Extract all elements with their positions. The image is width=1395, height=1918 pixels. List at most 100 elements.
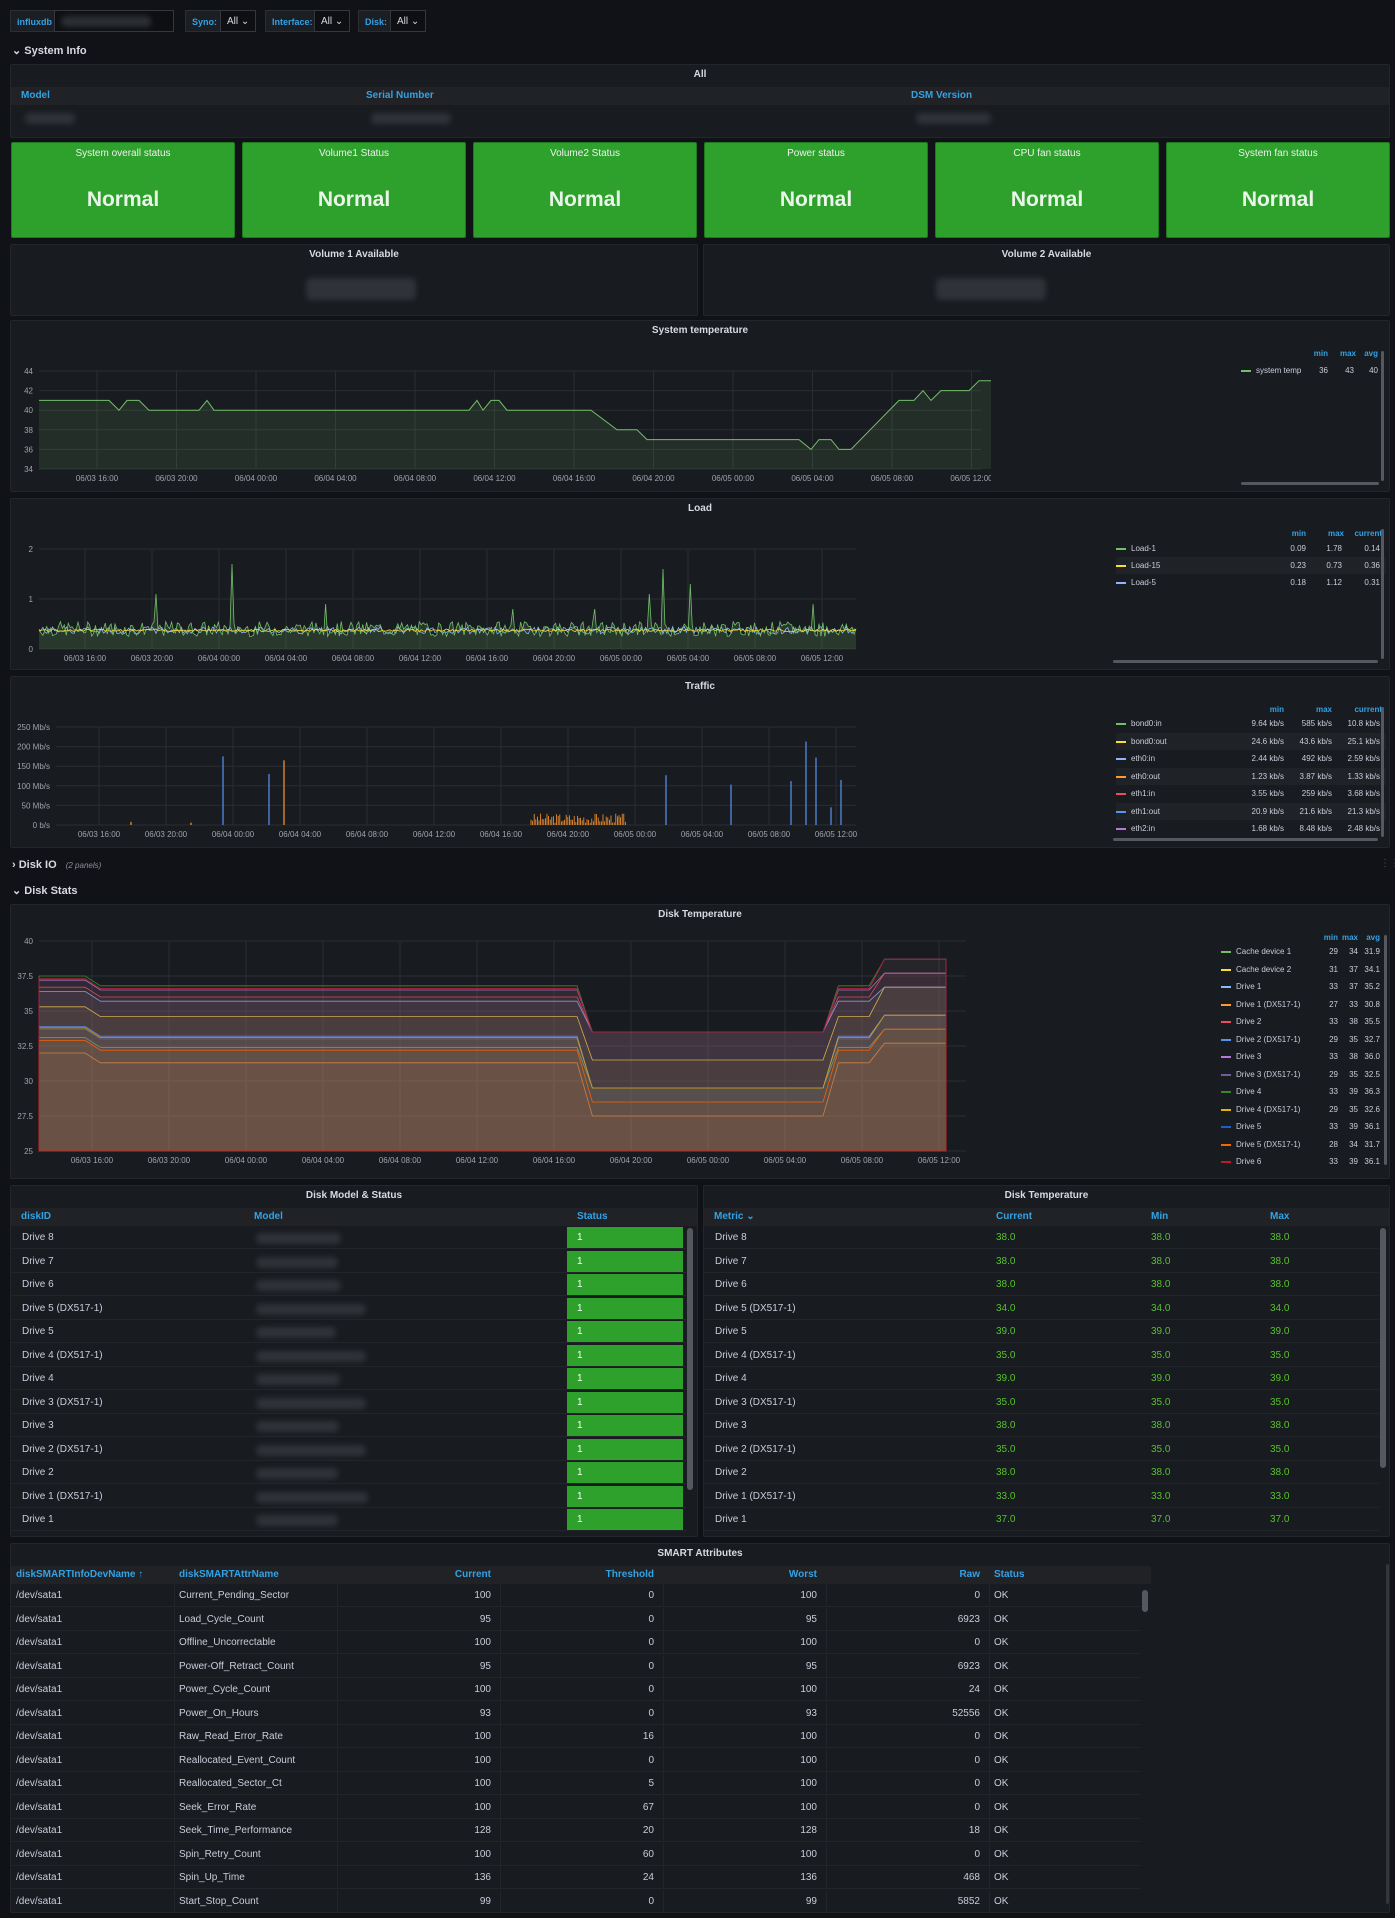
table-row[interactable]: /dev/sata1 Power-Off_Retract_Count 95 0 95 69… xyxy=(11,1654,1141,1678)
legend-item-disk[interactable]: Drive 5 33 39 36.1 xyxy=(1221,1118,1386,1135)
legend-item-eth0-in[interactable]: eth0:in 2.44 kb/s 492 kb/s 2.59 kb/s xyxy=(1116,750,1386,767)
table-row[interactable]: Drive 5 (DX517-1) 34.0 34.0 34.0 xyxy=(704,1297,1379,1320)
table-row[interactable]: Drive 8 38.0 38.0 38.0 xyxy=(704,1226,1379,1249)
table-row[interactable]: Drive 7 1 xyxy=(11,1250,686,1273)
column-header-attrname[interactable]: diskSMARTAttrName xyxy=(179,1569,279,1580)
column-header-threshold[interactable]: Threshold xyxy=(605,1569,654,1580)
column-header-metric[interactable]: Metric ⌄ xyxy=(714,1211,755,1222)
table-row[interactable]: Drive 1 (DX517-1) 1 xyxy=(11,1485,686,1508)
legend-item-eth1-out[interactable]: eth1:out 20.9 kb/s 21.6 kb/s 21.3 kb/s xyxy=(1116,802,1386,820)
column-header-model[interactable]: Model xyxy=(254,1211,283,1222)
table-row[interactable]: Drive 7 38.0 38.0 38.0 xyxy=(704,1250,1379,1273)
legend-hscrollbar[interactable] xyxy=(1113,838,1378,841)
table-row[interactable]: /dev/sata1 Reallocated_Sector_Ct 100 5 100 0 O… xyxy=(11,1772,1141,1795)
table-row[interactable]: /dev/sata1 Load_Cycle_Count 95 0 95 6923 OK xyxy=(11,1607,1141,1631)
table-row[interactable]: Drive 2 1 xyxy=(11,1461,686,1484)
syno-select[interactable]: All ⌄ xyxy=(220,10,257,32)
legend-hscrollbar[interactable] xyxy=(1113,660,1378,663)
table-row[interactable]: Drive 5 1 xyxy=(11,1320,686,1343)
interface-select[interactable]: All ⌄ xyxy=(314,10,351,32)
table-row[interactable]: Drive 4 1 xyxy=(11,1367,686,1390)
column-header-devname[interactable]: diskSMARTInfoDevName ↑ xyxy=(16,1569,144,1580)
table-row[interactable]: /dev/sata1 Start_Stop_Count 99 0 99 5852 OK xyxy=(11,1889,1141,1912)
table-row[interactable]: /dev/sata1 Current_Pending_Sector 100 0 100 0… xyxy=(11,1584,1141,1607)
table-row[interactable]: /dev/sata1 Offline_Uncorrectable 100 0 100 0 O… xyxy=(11,1631,1141,1654)
legend-scrollbar[interactable] xyxy=(1381,707,1384,837)
column-header-min[interactable]: Min xyxy=(1151,1211,1169,1222)
column-header-serial[interactable]: Serial Number xyxy=(366,90,434,101)
column-header-raw[interactable]: Raw xyxy=(959,1569,980,1580)
table-row[interactable]: /dev/sata1 Power_On_Hours 93 0 93 52556 OK xyxy=(11,1701,1141,1725)
table-row[interactable]: /dev/sata1 Spin_Up_Time 136 24 136 468 OK xyxy=(11,1866,1141,1889)
table-row[interactable]: /dev/sata1 Spin_Retry_Count 100 60 100 0 OK xyxy=(11,1842,1141,1866)
table-row[interactable]: /dev/sata1 Reallocated_Event_Count 100 0 100… xyxy=(11,1748,1141,1772)
legend-item-disk[interactable]: Drive 6 33 39 36.1 xyxy=(1221,1153,1386,1170)
legend-item-disk[interactable]: Cache device 2 31 37 34.1 xyxy=(1221,961,1386,978)
legend-item-disk[interactable]: Cache device 1 29 34 31.9 xyxy=(1221,943,1386,960)
table-row[interactable]: Drive 2 (DX517-1) 35.0 35.0 35.0 xyxy=(704,1438,1379,1461)
table-row[interactable]: /dev/sata1 Power_Cycle_Count 100 0 100 24 OK xyxy=(11,1678,1141,1701)
column-header-worst[interactable]: Worst xyxy=(788,1569,817,1580)
table-scrollbar[interactable] xyxy=(1380,1228,1386,1468)
legend-item-disk[interactable]: Drive 3 (DX517-1) 29 35 32.5 xyxy=(1221,1066,1386,1083)
table-row[interactable]: Drive 8 1 xyxy=(11,1226,686,1249)
column-header-dsm[interactable]: DSM Version xyxy=(911,90,973,101)
legend-item-disk[interactable]: Drive 5 (DX517-1) 28 34 31.7 xyxy=(1221,1136,1386,1153)
table-row[interactable]: Drive 3 (DX517-1) 35.0 35.0 35.0 xyxy=(704,1391,1379,1414)
legend-item-disk[interactable]: Drive 2 33 38 35.5 xyxy=(1221,1013,1386,1030)
table-scrollbar[interactable] xyxy=(1142,1590,1148,1612)
column-header-current[interactable]: Current xyxy=(454,1569,491,1580)
legend-item-load-1[interactable]: Load-1 0.09 1.78 0.14 xyxy=(1116,540,1386,557)
disk-select[interactable]: All ⌄ xyxy=(390,10,427,32)
legend-scrollbar[interactable] xyxy=(1384,935,1387,1165)
table-scrollbar[interactable] xyxy=(687,1228,693,1490)
legend-hscrollbar[interactable] xyxy=(1241,482,1379,485)
legend-item-bond0-in[interactable]: bond0:in 9.64 kb/s 585 kb/s 10.8 kb/s xyxy=(1116,715,1386,732)
legend-item-eth1-in[interactable]: eth1:in 3.55 kb/s 259 kb/s 3.68 kb/s xyxy=(1116,785,1386,802)
column-header-model[interactable]: Model xyxy=(21,90,50,101)
row-system-info[interactable]: ⌄ System Info xyxy=(12,45,87,57)
column-header-current[interactable]: Current xyxy=(996,1211,1033,1222)
datasource-select[interactable] xyxy=(54,10,174,32)
table-row[interactable]: Drive 4 (DX517-1) 35.0 35.0 35.0 xyxy=(704,1344,1379,1367)
legend-item-disk[interactable]: Drive 1 (DX517-1) 27 33 30.8 xyxy=(1221,996,1386,1013)
panel-scrollbar[interactable] xyxy=(1386,1564,1389,1904)
legend-item-load-15[interactable]: Load-15 0.23 0.73 0.36 xyxy=(1116,557,1386,574)
column-header-status[interactable]: Status xyxy=(577,1211,608,1222)
table-row[interactable]: /dev/sata1 Seek_Error_Rate 100 67 100 0 OK xyxy=(11,1795,1141,1819)
table-row[interactable]: Drive 2 (DX517-1) 1 xyxy=(11,1438,686,1461)
table-row[interactable]: Drive 3 1 xyxy=(11,1414,686,1437)
legend-item-disk[interactable]: Drive 3 33 38 36.0 xyxy=(1221,1048,1386,1065)
legend-item-system-temp[interactable]: system temp 36 43 40 xyxy=(1241,362,1386,379)
column-header-max[interactable]: Max xyxy=(1270,1211,1290,1222)
table-row[interactable]: Drive 5 39.0 39.0 39.0 xyxy=(704,1320,1379,1343)
table-row[interactable]: Drive 5 (DX517-1) 1 xyxy=(11,1297,686,1320)
legend-item-disk[interactable]: Drive 2 (DX517-1) 29 35 32.7 xyxy=(1221,1031,1386,1048)
table-row[interactable]: Drive 6 1 xyxy=(11,1273,686,1296)
table-row[interactable]: Drive 1 (DX517-1) 33.0 33.0 33.0 xyxy=(704,1485,1379,1508)
drag-handle-icon[interactable]: ⋮⋮ xyxy=(1380,858,1395,869)
column-header-status[interactable]: Status xyxy=(994,1569,1025,1580)
legend-item-eth2-in[interactable]: eth2:in 1.68 kb/s 8.48 kb/s 2.48 kb/s xyxy=(1116,820,1386,837)
table-row[interactable]: Drive 6 38.0 38.0 38.0 xyxy=(704,1273,1379,1296)
table-row[interactable]: /dev/sata1 Raw_Read_Error_Rate 100 16 100 0 OK xyxy=(11,1725,1141,1748)
legend-item-disk[interactable]: Drive 1 33 37 35.2 xyxy=(1221,978,1386,995)
row-disk-stats[interactable]: ⌄ Disk Stats xyxy=(12,885,78,897)
row-disk-io[interactable]: › Disk IO (2 panels) xyxy=(12,859,102,871)
legend-scrollbar[interactable] xyxy=(1381,351,1384,481)
legend-item-load-5[interactable]: Load-5 0.18 1.12 0.31 xyxy=(1116,574,1386,591)
legend-item-eth0-out[interactable]: eth0:out 1.23 kb/s 3.87 kb/s 1.33 kb/s xyxy=(1116,767,1386,785)
table-row[interactable]: /dev/sata1 Seek_Time_Performance 128 20 128 1… xyxy=(11,1819,1141,1842)
table-row[interactable]: Drive 2 38.0 38.0 38.0 xyxy=(704,1461,1379,1484)
table-row[interactable]: Drive 1 37.0 37.0 37.0 xyxy=(704,1508,1379,1531)
column-header-diskid[interactable]: diskID xyxy=(21,1211,52,1222)
legend-item-disk[interactable]: Drive 4 (DX517-1) 29 35 32.6 xyxy=(1221,1101,1386,1118)
table-row[interactable]: Drive 1 1 xyxy=(11,1508,686,1531)
legend-item-bond0-out[interactable]: bond0:out 24.6 kb/s 43.6 kb/s 25.1 kb/s xyxy=(1116,732,1386,750)
table-row[interactable]: Drive 4 39.0 39.0 39.0 xyxy=(704,1367,1379,1390)
table-row[interactable]: Drive 4 (DX517-1) 1 xyxy=(11,1344,686,1367)
legend-scrollbar[interactable] xyxy=(1381,529,1384,659)
table-row[interactable]: Drive 3 (DX517-1) 1 xyxy=(11,1391,686,1414)
legend-item-disk[interactable]: Drive 4 33 39 36.3 xyxy=(1221,1083,1386,1100)
table-row[interactable]: Drive 3 38.0 38.0 38.0 xyxy=(704,1414,1379,1437)
